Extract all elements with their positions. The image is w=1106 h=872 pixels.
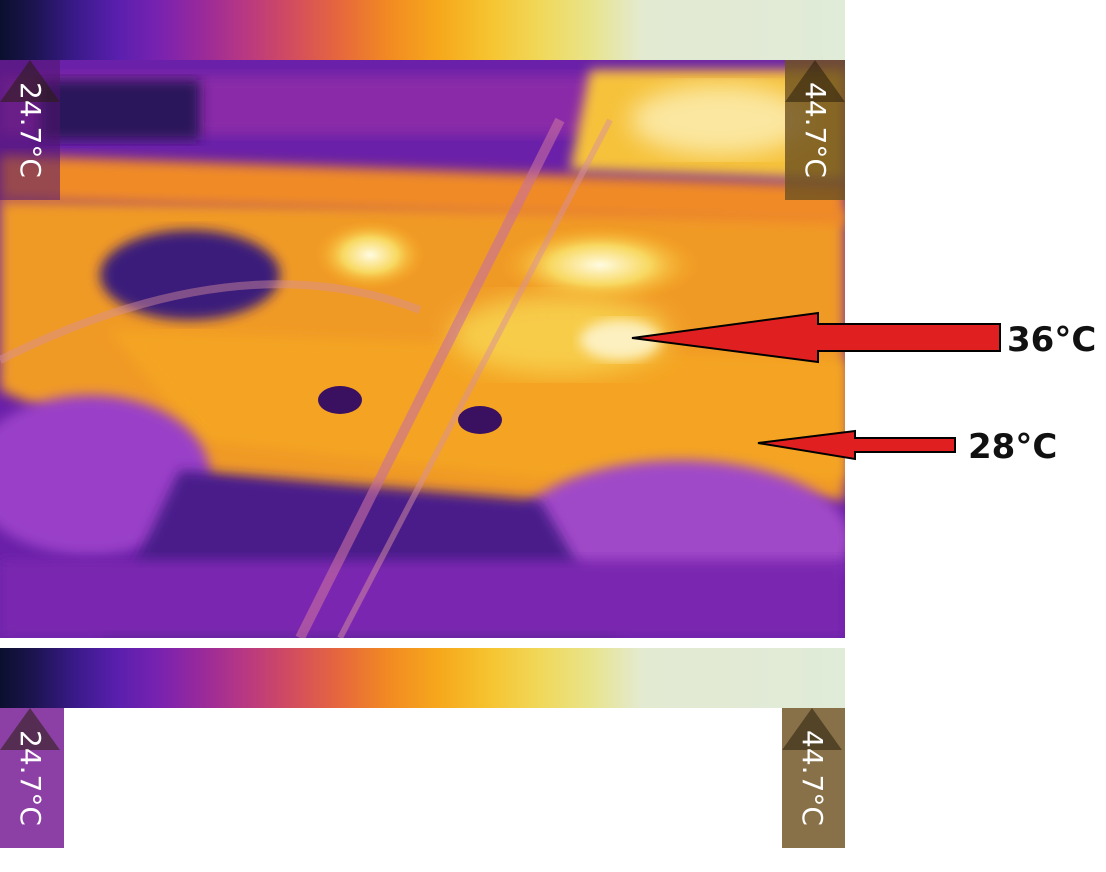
triangle-icon (0, 60, 60, 102)
triangle-icon (785, 60, 845, 102)
triangle-icon (0, 708, 60, 750)
max-temperature-label: 44.7°C (799, 82, 832, 178)
temperature-callout-36: 36°C (1007, 320, 1097, 360)
max-temperature-label: 44.7°C (796, 730, 829, 826)
min-temperature-label: 24.7°C (14, 82, 47, 178)
color-scale-bar (0, 0, 845, 60)
min-temperature-marker: 24.7°C (0, 60, 60, 200)
min-temperature-marker: 24.7°C (0, 708, 64, 848)
triangle-icon (782, 708, 842, 750)
max-temperature-marker: 44.7°C (785, 60, 845, 200)
temperature-callout-28: 28°C (968, 427, 1058, 467)
color-scale-bar (0, 648, 845, 708)
min-temperature-label: 24.7°C (14, 730, 47, 826)
thermal-image (0, 60, 845, 638)
max-temperature-marker: 44.7°C (782, 708, 845, 848)
